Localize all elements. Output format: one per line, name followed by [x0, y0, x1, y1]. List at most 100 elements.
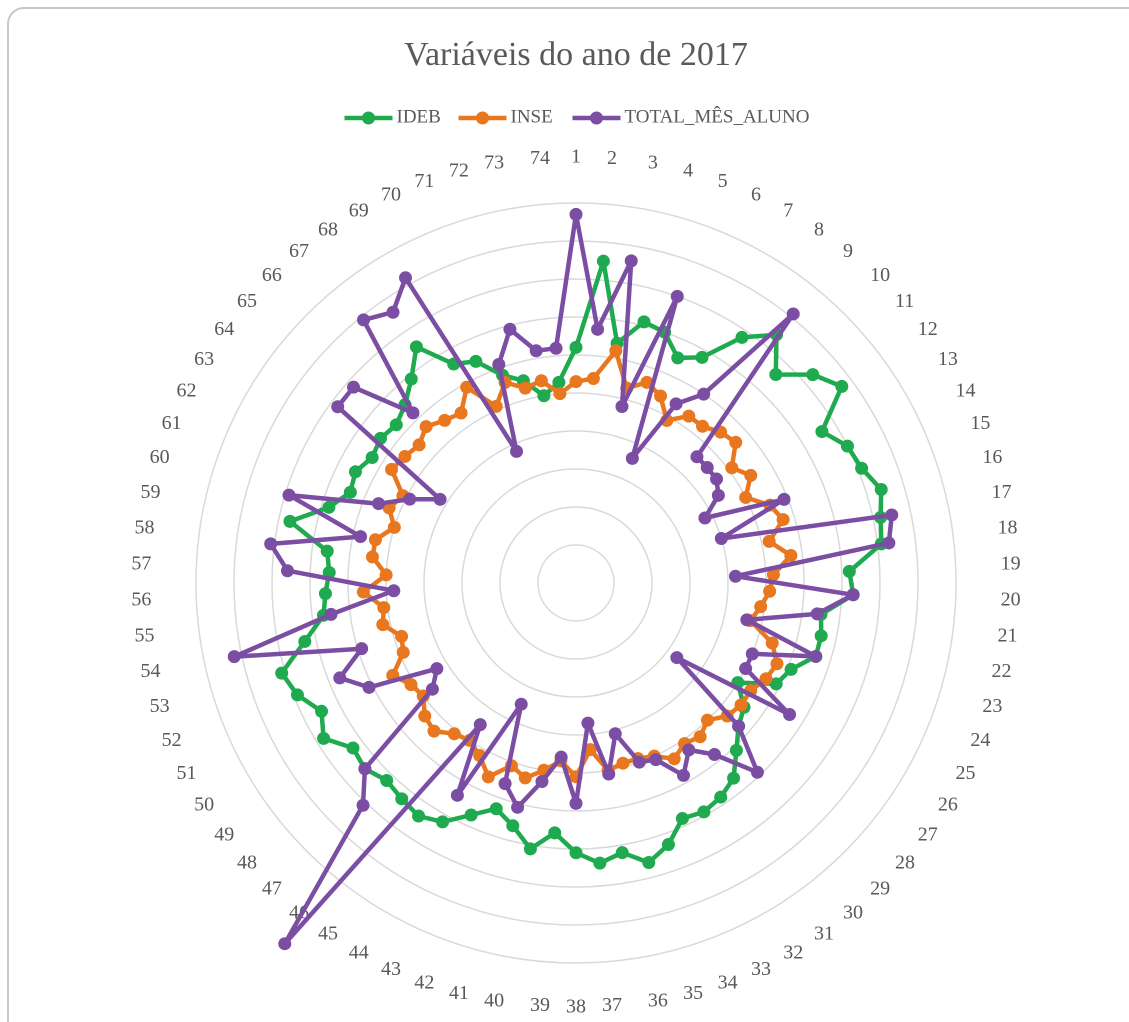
- data-point: [682, 409, 696, 423]
- category-label: 17: [991, 481, 1011, 503]
- category-label: 43: [381, 958, 401, 980]
- data-point: [765, 636, 779, 650]
- data-point: [882, 536, 896, 550]
- category-label: 25: [955, 762, 975, 784]
- data-point: [569, 340, 583, 354]
- data-point: [356, 585, 370, 599]
- data-point: [609, 344, 623, 358]
- category-label: 30: [843, 901, 863, 923]
- data-point: [333, 671, 347, 685]
- data-point: [464, 808, 478, 822]
- legend-label: IDEB: [397, 106, 441, 127]
- data-point: [450, 788, 464, 802]
- data-point: [654, 389, 668, 403]
- data-point: [693, 730, 707, 744]
- data-point: [616, 756, 630, 770]
- data-point: [581, 716, 595, 730]
- data-point: [784, 662, 798, 676]
- data-point: [667, 752, 681, 766]
- category-label: 18: [998, 517, 1018, 539]
- data-point: [670, 289, 684, 303]
- data-point: [714, 790, 728, 804]
- data-point: [523, 842, 537, 856]
- data-point: [430, 662, 444, 676]
- data-point: [324, 607, 338, 621]
- category-label: 54: [141, 660, 161, 682]
- category-label: 21: [998, 625, 1018, 647]
- data-point: [387, 520, 401, 534]
- category-label: 38: [566, 996, 586, 1018]
- data-point: [362, 680, 376, 694]
- category-label: 34: [718, 971, 738, 993]
- data-point: [425, 682, 439, 696]
- category-label: 45: [318, 923, 338, 945]
- data-point: [529, 344, 543, 358]
- data-point: [552, 375, 566, 389]
- data-point: [734, 698, 748, 712]
- data-point: [569, 207, 583, 221]
- data-point: [380, 774, 394, 788]
- category-label: 14: [955, 379, 975, 401]
- data-point: [569, 846, 583, 860]
- category-label: 51: [177, 762, 197, 784]
- data-point: [317, 731, 331, 745]
- category-label: 55: [134, 625, 154, 647]
- category-label: 15: [970, 412, 990, 434]
- category-label: 66: [262, 264, 282, 286]
- data-point: [320, 544, 334, 558]
- data-point: [759, 672, 773, 686]
- data-point: [697, 805, 711, 819]
- data-point: [355, 642, 369, 656]
- data-point: [290, 688, 304, 702]
- data-point: [275, 666, 289, 680]
- data-point: [593, 856, 607, 870]
- data-point: [537, 389, 551, 403]
- data-point: [740, 613, 754, 627]
- data-point: [661, 838, 675, 852]
- data-point: [419, 420, 433, 434]
- data-point: [750, 765, 764, 779]
- data-point: [710, 472, 724, 486]
- data-point: [409, 340, 423, 354]
- data-point: [769, 367, 783, 381]
- data-point: [583, 743, 597, 757]
- category-label: 1: [571, 146, 581, 168]
- data-point: [278, 937, 292, 951]
- data-point: [586, 372, 600, 386]
- category-label: 35: [683, 982, 703, 1004]
- data-point: [406, 406, 420, 420]
- category-label: 40: [484, 989, 504, 1011]
- data-point: [554, 750, 568, 764]
- data-point: [498, 777, 512, 791]
- category-label: 3: [648, 152, 658, 174]
- data-point: [396, 645, 410, 659]
- data-point: [404, 678, 418, 692]
- data-point: [322, 500, 336, 514]
- category-label: 32: [783, 942, 803, 964]
- data-point: [347, 380, 361, 394]
- data-point: [454, 406, 468, 420]
- data-point: [786, 307, 800, 321]
- data-point: [348, 465, 362, 479]
- data-point: [625, 451, 639, 465]
- data-point: [637, 315, 651, 329]
- data-point: [769, 677, 783, 691]
- data-point: [389, 418, 403, 432]
- data-point: [315, 704, 329, 718]
- grid-ring: [271, 278, 881, 888]
- legend-label: TOTAL_MÊS_ALUNO: [625, 105, 810, 127]
- category-label: 48: [237, 851, 257, 873]
- data-point: [283, 514, 297, 528]
- data-point: [481, 770, 495, 784]
- category-label: 57: [131, 553, 151, 575]
- category-label: 42: [414, 971, 434, 993]
- category-label: 29: [870, 877, 890, 899]
- data-point: [846, 588, 860, 602]
- data-point: [840, 439, 854, 453]
- category-label: 5: [718, 170, 728, 192]
- data-point: [298, 634, 312, 648]
- data-point: [615, 399, 629, 413]
- data-point: [784, 548, 798, 562]
- data-point: [624, 254, 638, 268]
